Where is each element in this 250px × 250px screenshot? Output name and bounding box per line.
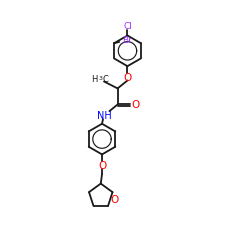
- Text: Br: Br: [122, 36, 132, 45]
- Text: O: O: [98, 161, 106, 171]
- Text: NH: NH: [97, 111, 112, 121]
- Text: O: O: [123, 72, 132, 83]
- Text: H: H: [92, 74, 98, 84]
- Text: 3: 3: [98, 76, 102, 80]
- Text: O: O: [131, 100, 140, 110]
- Text: Cl: Cl: [123, 22, 132, 30]
- Text: O: O: [110, 196, 119, 205]
- Text: C: C: [102, 74, 108, 84]
